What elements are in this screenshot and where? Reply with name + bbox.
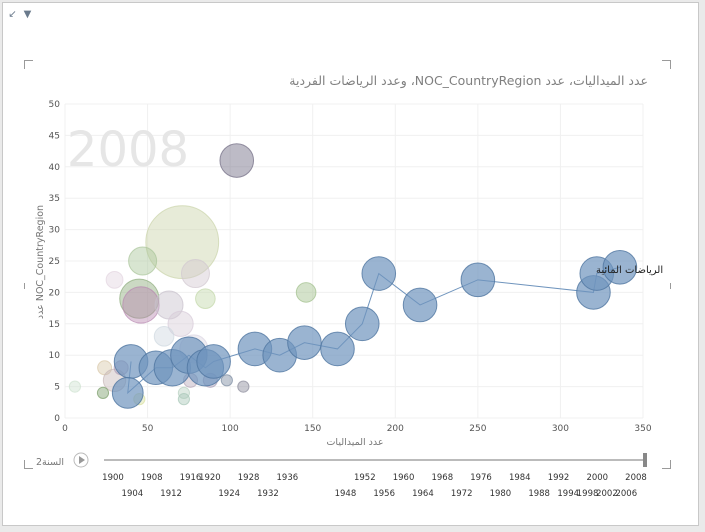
- resize-handle-bottom-left[interactable]: [24, 460, 33, 469]
- play-axis-year[interactable]: 1984: [509, 473, 531, 483]
- resize-handle-top-right[interactable]: [662, 60, 671, 69]
- bubble[interactable]: [167, 310, 194, 337]
- y-tick-label: 50: [49, 100, 61, 110]
- bubbles: [68, 143, 317, 406]
- bubble[interactable]: [177, 393, 191, 406]
- filter-icon[interactable]: ▼: [23, 9, 32, 20]
- resize-handle-bottom-right[interactable]: [662, 460, 671, 469]
- series-bubble[interactable]: [196, 344, 231, 379]
- bubble[interactable]: [237, 380, 250, 393]
- play-axis-year[interactable]: 2000: [586, 473, 608, 483]
- play-axis-thumb[interactable]: [643, 453, 647, 467]
- x-tick-label: 50: [142, 424, 154, 434]
- x-tick-label: 350: [634, 424, 651, 434]
- play-axis-year[interactable]: 1912: [160, 489, 182, 499]
- play-axis-year[interactable]: 1936: [277, 473, 299, 483]
- play-axis-year[interactable]: 1976: [470, 473, 492, 483]
- selected-series-bubbles: [111, 249, 638, 409]
- bubble[interactable]: [219, 143, 255, 178]
- bubble[interactable]: [295, 282, 317, 303]
- play-axis-year[interactable]: 1956: [373, 489, 395, 499]
- play-axis-year-watermark: 2008: [67, 122, 189, 178]
- play-axis-year[interactable]: 2002: [596, 489, 618, 499]
- play-axis-year[interactable]: 1908: [141, 473, 163, 483]
- y-tick-label: 10: [49, 351, 61, 361]
- play-icon: [79, 456, 85, 464]
- resize-handle-right[interactable]: [670, 283, 671, 289]
- bubble[interactable]: [128, 246, 158, 276]
- x-tick-label: 0: [62, 424, 68, 434]
- play-axis-year[interactable]: 1988: [528, 489, 550, 499]
- play-axis-year[interactable]: 2006: [615, 489, 637, 499]
- y-tick-label: 30: [49, 226, 61, 236]
- y-tick-label: 15: [49, 320, 60, 330]
- bubble[interactable]: [96, 386, 110, 399]
- bubble[interactable]: [68, 380, 82, 393]
- series-bubble[interactable]: [320, 331, 355, 367]
- x-tick-label: 250: [469, 424, 486, 434]
- play-axis-year[interactable]: 1992: [548, 473, 570, 483]
- play-axis-year[interactable]: 1924: [218, 489, 240, 499]
- y-tick-label: 40: [49, 163, 61, 173]
- series-bubble[interactable]: [402, 287, 438, 323]
- y-tick-label: 20: [49, 288, 61, 298]
- play-axis-year[interactable]: 1972: [451, 489, 473, 499]
- play-axis-year[interactable]: 2008: [625, 473, 647, 483]
- play-axis-year[interactable]: 1960: [393, 473, 415, 483]
- play-axis-year[interactable]: 1968: [431, 473, 453, 483]
- y-tick-label: 25: [49, 257, 60, 267]
- play-axis-year[interactable]: 1900: [102, 473, 124, 483]
- series-bubble[interactable]: [361, 256, 397, 291]
- chart-title: عدد الميداليات، عدد NOC_CountryRegion، و…: [289, 73, 648, 88]
- bubble[interactable]: [122, 286, 160, 324]
- x-tick-label: 300: [552, 424, 569, 434]
- play-axis-year[interactable]: 1994: [557, 489, 579, 499]
- play-axis-year[interactable]: 1904: [122, 489, 144, 499]
- series-bubble[interactable]: [602, 249, 638, 285]
- bubble[interactable]: [153, 326, 175, 347]
- series-bubble[interactable]: [344, 306, 380, 342]
- play-axis-year[interactable]: 1928: [238, 473, 260, 483]
- x-axis-ticks: 0 50 100 150 200 250 300 350: [62, 424, 652, 434]
- y-axis-ticks: 0 5 10 15 20 25 30 35 40 45 50: [49, 100, 61, 424]
- play-axis-year[interactable]: 1920: [199, 473, 221, 483]
- expand-icon[interactable]: ↙: [8, 9, 17, 20]
- play-axis-year[interactable]: 1932: [257, 489, 279, 499]
- y-tick-label: 35: [49, 194, 60, 204]
- x-tick-label: 200: [387, 424, 404, 434]
- play-axis-year[interactable]: 1916: [180, 473, 202, 483]
- play-axis-label: السنة2: [36, 457, 64, 468]
- y-axis-label: عدد NOC_CountryRegion: [35, 205, 46, 319]
- bubble[interactable]: [220, 374, 233, 387]
- series-bubble[interactable]: [287, 325, 322, 360]
- bubble[interactable]: [180, 259, 210, 289]
- resize-handle-left[interactable]: [24, 283, 25, 289]
- chart-grid: [64, 103, 644, 419]
- bubble[interactable]: [105, 270, 124, 289]
- selected-series-label: الرياضات المائية: [596, 265, 663, 276]
- y-tick-label: 0: [54, 414, 60, 424]
- play-axis-year[interactable]: 1980: [490, 489, 512, 499]
- bubble[interactable]: [177, 386, 191, 399]
- x-tick-label: 100: [222, 424, 239, 434]
- play-axis-year[interactable]: 1964: [412, 489, 434, 499]
- bubble[interactable]: [195, 288, 216, 309]
- series-bubble[interactable]: [111, 376, 144, 409]
- resize-handle-top-left[interactable]: [24, 60, 33, 69]
- series-bubble[interactable]: [460, 262, 496, 298]
- play-axis-year[interactable]: 1948: [335, 489, 357, 499]
- x-tick-label: 150: [304, 424, 321, 434]
- play-axis-year[interactable]: 1952: [354, 473, 376, 483]
- y-tick-label: 45: [49, 131, 60, 141]
- play-axis-year[interactable]: 1998: [577, 489, 599, 499]
- y-tick-label: 5: [54, 383, 60, 393]
- x-axis-label: عدد الميداليات: [326, 437, 383, 448]
